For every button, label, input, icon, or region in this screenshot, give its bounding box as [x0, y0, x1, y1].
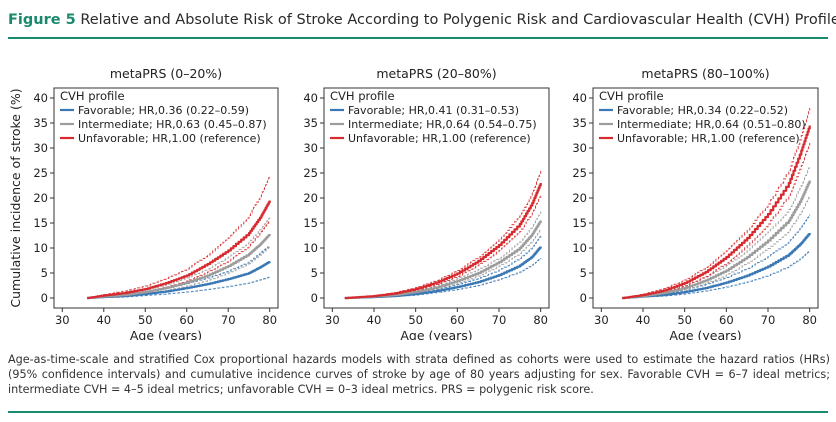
ci-upper-line [87, 217, 271, 299]
x-axis-label: Age (years) [669, 328, 741, 340]
y-tick-label: 35 [33, 116, 48, 130]
x-tick-label: 40 [96, 313, 111, 327]
ci-lower-line [622, 250, 811, 299]
legend-entry: Unfavorable; HR,1.00 (reference) [617, 132, 800, 145]
ci-lower-line [622, 143, 811, 299]
y-tick-label: 0 [41, 291, 48, 305]
y-tick-label: 25 [572, 166, 587, 180]
y-tick-label: 25 [33, 166, 48, 180]
ci-upper-line [87, 175, 271, 299]
ci-upper-line [622, 108, 811, 299]
ci-lower-line [87, 276, 271, 299]
x-axis-label: Age (years) [400, 328, 472, 340]
y-tick-label: 0 [580, 291, 587, 305]
ci-upper-line [344, 170, 542, 299]
y-tick-label: 30 [572, 141, 587, 155]
legend-entry: Intermediate; HR,0.63 (0.45–0.87) [78, 118, 267, 131]
figure-caption: Age-as-time-scale and stratified Cox pro… [8, 353, 830, 396]
chart-panel-1: metaPRS (0–20%) 0 5 10 15 20 25 30 35 40 30 40 50 60 7… [8, 66, 279, 340]
y-tick-label: 10 [303, 241, 318, 255]
footer-rule [8, 411, 828, 413]
y-tick-label: 15 [303, 216, 318, 230]
y-tick-label: 30 [303, 141, 318, 155]
figure-header: Figure 5 Relative and Absolute Risk of S… [8, 10, 836, 30]
x-tick-label: 50 [138, 313, 153, 327]
y-tick-label: 15 [572, 216, 587, 230]
ci-lower-line [622, 195, 811, 299]
legend-entry: Unfavorable; HR,1.00 (reference) [78, 132, 261, 145]
figure-title: Relative and Absolute Risk of Stroke Acc… [80, 12, 836, 28]
legend-entry: Intermediate; HR,0.64 (0.54–0.75) [348, 118, 537, 131]
panel-title: metaPRS (0–20%) [110, 66, 222, 81]
chart-panel-2: metaPRS (20–80%) 0 5 10 15 20 25 30 35 40 30 40 50 60… [303, 66, 550, 340]
x-tick-label: 30 [55, 313, 70, 327]
y-tick-label: 10 [33, 241, 48, 255]
x-tick-label: 50 [408, 313, 423, 327]
series-line-3 [344, 183, 542, 300]
x-tick-label: 70 [492, 313, 507, 327]
ci-lower-line [344, 229, 542, 299]
x-tick-label: 80 [533, 313, 548, 327]
y-tick-label: 40 [303, 91, 318, 105]
y-tick-label: 0 [311, 291, 318, 305]
x-tick-label: 30 [325, 313, 340, 327]
ci-lower-line [344, 195, 542, 299]
series-line-2 [622, 180, 811, 300]
panel-title: metaPRS (20–80%) [376, 66, 496, 81]
y-axis-label: Cumulative incidence of stroke (%) [8, 88, 23, 307]
ci-upper-line [622, 214, 811, 299]
legend-title: CVH profile [60, 89, 125, 103]
legend-entry: Favorable; HR,0.41 (0.31–0.53) [348, 104, 519, 117]
y-tick-label: 40 [572, 91, 587, 105]
y-tick-label: 20 [572, 191, 587, 205]
series-line-3 [87, 200, 271, 300]
y-tick-label: 35 [303, 116, 318, 130]
y-tick-label: 25 [303, 166, 318, 180]
ci-upper-line [87, 245, 271, 299]
legend-entry: Favorable; HR,0.34 (0.22–0.52) [617, 104, 788, 117]
y-tick-label: 5 [580, 266, 587, 280]
x-tick-label: 30 [594, 313, 609, 327]
ci-upper-line [622, 165, 811, 299]
x-tick-label: 60 [179, 313, 194, 327]
series-line-2 [87, 234, 271, 300]
series-line-1 [622, 233, 811, 300]
y-tick-label: 20 [303, 191, 318, 205]
x-tick-label: 40 [636, 313, 651, 327]
series-line-2 [344, 220, 542, 300]
ci-lower-line [87, 220, 271, 299]
legend-title: CVH profile [599, 89, 664, 103]
y-tick-label: 10 [572, 241, 587, 255]
ci-upper-line [344, 235, 542, 299]
legend-entry: Unfavorable; HR,1.00 (reference) [348, 132, 531, 145]
x-tick-label: 70 [761, 313, 776, 327]
x-tick-label: 50 [677, 313, 692, 327]
legend-entry: Intermediate; HR,0.64 (0.51–0.80) [617, 118, 806, 131]
legend-title: CVH profile [330, 89, 395, 103]
legend-entry: Favorable; HR,0.36 (0.22–0.59) [78, 104, 249, 117]
x-axis-label: Age (years) [130, 328, 202, 340]
y-tick-label: 20 [33, 191, 48, 205]
x-tick-label: 60 [719, 313, 734, 327]
y-tick-label: 15 [33, 216, 48, 230]
x-tick-label: 80 [802, 313, 817, 327]
y-tick-label: 35 [572, 116, 587, 130]
x-tick-label: 60 [450, 313, 465, 327]
panel-title: metaPRS (80–100%) [641, 66, 769, 81]
figure-label: Figure 5 [8, 12, 76, 28]
x-tick-label: 70 [221, 313, 236, 327]
y-tick-label: 5 [41, 266, 48, 280]
y-tick-label: 40 [33, 91, 48, 105]
x-tick-label: 40 [367, 313, 382, 327]
x-tick-label: 80 [262, 313, 277, 327]
y-tick-label: 5 [311, 266, 318, 280]
chart-panel-3: metaPRS (80–100%) 0 5 10 15 20 25 30 35 40 30 40 50 6… [572, 66, 819, 340]
y-tick-label: 30 [33, 141, 48, 155]
header-rule [8, 37, 828, 39]
series-line-3 [622, 125, 811, 300]
